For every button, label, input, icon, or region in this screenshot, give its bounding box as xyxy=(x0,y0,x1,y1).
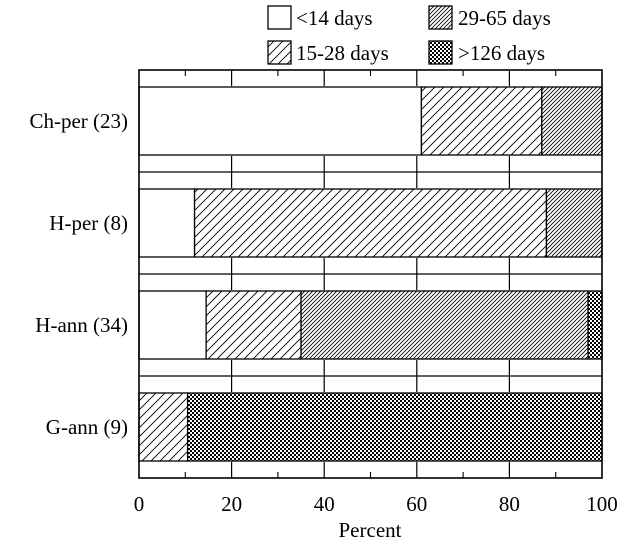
bar-segment-3-3 xyxy=(186,392,603,462)
bars xyxy=(138,86,603,462)
x-tick-label: 60 xyxy=(406,492,427,516)
x-axis-label: Percent xyxy=(339,518,402,542)
category-label: G-ann (9) xyxy=(46,415,128,439)
plot-frame xyxy=(138,69,603,479)
legend-swatch xyxy=(428,40,453,65)
y-axis-labels: Ch-per (23) H-per (8) H-ann (34) G-ann (9) xyxy=(29,109,128,439)
category-label: Ch-per (23) xyxy=(29,109,128,133)
legend: <14 days 29-65 days 15-28 days >126 days xyxy=(267,5,551,65)
x-tick-label: 40 xyxy=(314,492,335,516)
legend-swatch xyxy=(267,5,292,30)
bar-segment-1-0 xyxy=(138,188,196,258)
legend-swatch xyxy=(267,40,292,65)
bar-segment-0-1 xyxy=(420,86,543,156)
x-tick-label: 100 xyxy=(586,492,618,516)
bar-segment-2-3 xyxy=(587,290,603,360)
legend-label: >126 days xyxy=(458,41,545,65)
legend-label: 15-28 days xyxy=(296,41,389,65)
bar-segment-3-1 xyxy=(138,392,189,462)
bar-segment-1-2 xyxy=(545,188,603,258)
legend-label: 29-65 days xyxy=(458,6,551,30)
category-label: H-ann (34) xyxy=(35,313,128,337)
legend-label: <14 days xyxy=(296,6,373,30)
bar-segment-2-0 xyxy=(138,290,207,360)
x-tick-label: 20 xyxy=(221,492,242,516)
bar-segment-2-2 xyxy=(300,290,589,360)
category-label: H-per (8) xyxy=(49,211,128,235)
bar-segment-0-2 xyxy=(541,86,603,156)
legend-swatch xyxy=(428,5,453,30)
bar-segment-2-1 xyxy=(205,290,302,360)
x-tick-label: 0 xyxy=(134,492,145,516)
x-tick-label: 80 xyxy=(499,492,520,516)
bar-segment-1-1 xyxy=(193,188,548,258)
x-axis: 0 20 40 60 80 100 xyxy=(134,492,618,516)
bar-segment-0-0 xyxy=(138,86,423,156)
